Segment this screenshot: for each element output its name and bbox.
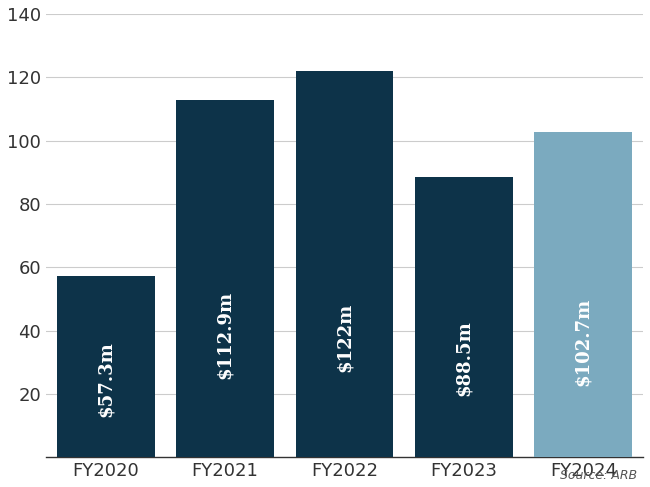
Bar bbox=[57, 276, 155, 457]
Text: $57.3m: $57.3m bbox=[97, 341, 114, 417]
Text: $88.5m: $88.5m bbox=[455, 320, 473, 395]
Text: $102.7m: $102.7m bbox=[575, 298, 592, 386]
Text: Source: ARB: Source: ARB bbox=[560, 469, 637, 482]
Bar bbox=[534, 132, 632, 457]
Text: $122m: $122m bbox=[335, 303, 354, 372]
Bar bbox=[176, 100, 274, 457]
Text: $112.9m: $112.9m bbox=[216, 290, 234, 378]
Bar bbox=[296, 71, 393, 457]
Bar bbox=[415, 177, 513, 457]
